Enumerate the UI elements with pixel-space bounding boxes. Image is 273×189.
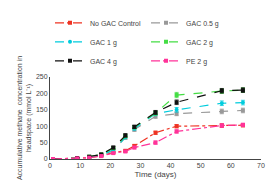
svg-text:10: 10 bbox=[76, 162, 84, 169]
svg-text:0: 0 bbox=[44, 155, 48, 162]
svg-text:250: 250 bbox=[36, 73, 48, 80]
svg-text:Accumulative methane concentr: Accumulative methane concentration inhea… bbox=[16, 56, 33, 180]
svg-text:150: 150 bbox=[36, 106, 48, 113]
svg-text:0: 0 bbox=[48, 162, 52, 169]
svg-text:50: 50 bbox=[197, 162, 205, 169]
svg-text:GAC 2 g: GAC 2 g bbox=[186, 39, 213, 47]
svg-text:100: 100 bbox=[36, 123, 48, 130]
svg-text:PE 2 g: PE 2 g bbox=[186, 58, 207, 66]
svg-text:60: 60 bbox=[227, 162, 235, 169]
svg-text:GAC 0.5 g: GAC 0.5 g bbox=[186, 20, 219, 28]
svg-text:50: 50 bbox=[40, 139, 48, 146]
svg-text:GAC 1 g: GAC 1 g bbox=[90, 39, 117, 47]
svg-text:70: 70 bbox=[257, 162, 265, 169]
svg-text:GAC 4 g: GAC 4 g bbox=[90, 58, 117, 66]
svg-text:No GAC Control: No GAC Control bbox=[90, 20, 141, 27]
svg-text:30: 30 bbox=[137, 162, 145, 169]
svg-text:40: 40 bbox=[167, 162, 175, 169]
svg-text:20: 20 bbox=[106, 162, 114, 169]
svg-text:200: 200 bbox=[36, 90, 48, 97]
svg-text:Time (days): Time (days) bbox=[135, 170, 177, 179]
